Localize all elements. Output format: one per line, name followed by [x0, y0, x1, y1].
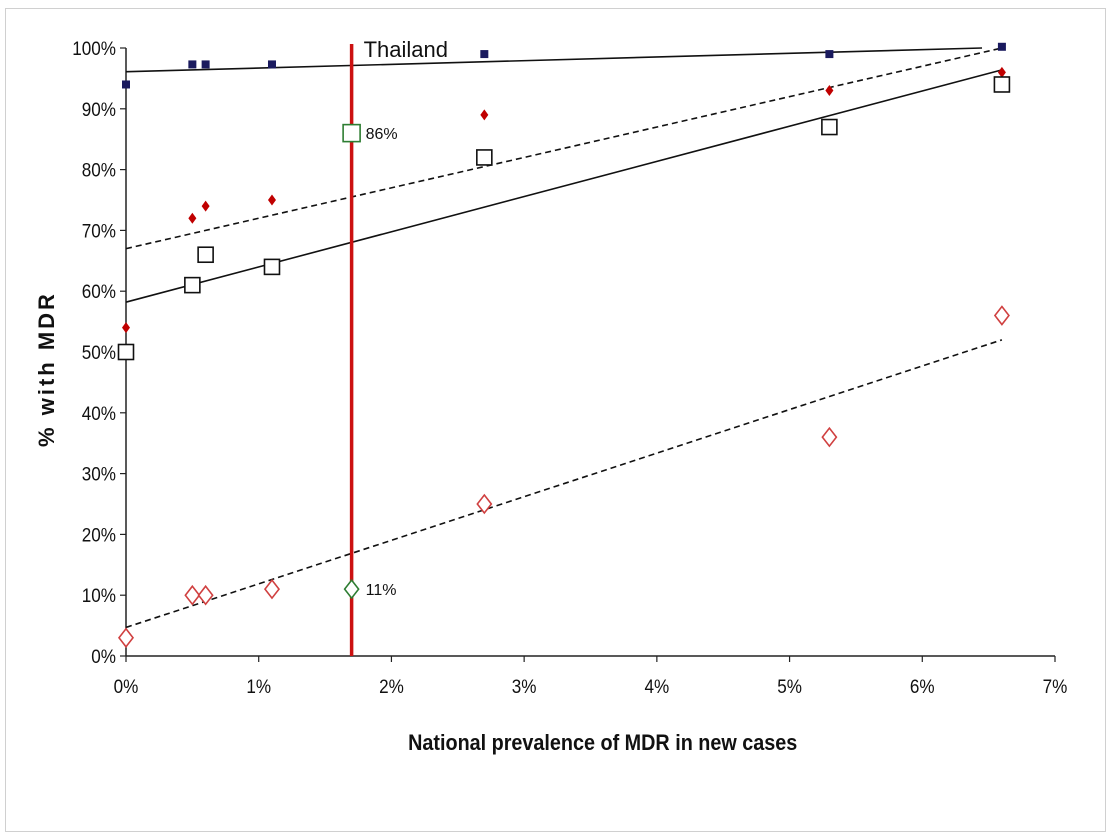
chart-frame: 0% 10% 20% 30% 40% 50% 60% 70% 80% 90% 100% 0% 1% 2% 3… [5, 8, 1106, 832]
data-point [825, 85, 834, 97]
data-point [197, 584, 214, 606]
scatter-chart: 0% 10% 20% 30% 40% 50% 60% 70% 80% 90% 100% 0% 1% 2% 3… [34, 37, 1067, 755]
data-point [342, 123, 361, 143]
data-points [117, 42, 1011, 649]
y-tick-label: 10% [82, 585, 116, 606]
data-point [122, 322, 130, 334]
x-tick-label: 2% [379, 676, 404, 697]
x-tick-label: 0% [114, 676, 139, 697]
data-point [201, 200, 210, 212]
data-point [117, 627, 135, 649]
data-point [122, 80, 130, 89]
trendline [125, 69, 1003, 303]
data-point [201, 60, 210, 69]
data-point [476, 149, 493, 166]
data-point [184, 584, 201, 606]
data-point [997, 42, 1006, 51]
trendline [125, 47, 1003, 250]
annotations: 86% 11% [342, 123, 398, 600]
y-axis-title: % with MDR [34, 291, 59, 447]
highlight-label: 11% [366, 582, 397, 599]
y-tick-label: 90% [82, 99, 116, 120]
data-point [184, 276, 201, 294]
data-point [188, 212, 197, 224]
y-tick-label: 100% [72, 38, 116, 59]
data-point [117, 343, 135, 361]
data-point [480, 109, 489, 121]
data-point [267, 194, 276, 206]
x-tick-label: 6% [910, 676, 935, 697]
reference-line-label: Thailand [364, 37, 448, 62]
x-tick-label: 5% [777, 676, 802, 697]
data-point [825, 50, 834, 59]
y-tick-label: 60% [82, 281, 116, 302]
data-point [993, 305, 1010, 326]
highlight-label: 86% [366, 126, 398, 143]
y-tick-label: 30% [82, 464, 116, 485]
data-point [197, 246, 214, 264]
y-tick-label: 0% [91, 646, 116, 667]
x-tick-label: 1% [246, 676, 271, 697]
y-tick-label: 70% [82, 221, 116, 242]
data-point [263, 258, 281, 276]
data-point [993, 76, 1011, 93]
axes: 0% 10% 20% 30% 40% 50% 60% 70% 80% 90% 100% 0% 1% 2% 3… [72, 38, 1067, 697]
y-tick-label: 40% [82, 403, 116, 424]
y-tick-label: 20% [82, 525, 116, 546]
x-axis-title: National prevalence of MDR in new cases [408, 731, 797, 755]
data-point [343, 578, 360, 600]
x-tick-label: 4% [645, 676, 670, 697]
y-tick-label: 80% [82, 160, 116, 181]
y-tick-label: 50% [82, 342, 116, 363]
data-point [997, 66, 1006, 78]
data-point [476, 493, 493, 515]
data-point [480, 50, 489, 59]
reference-line-group: Thailand [349, 37, 448, 656]
data-point [188, 60, 197, 69]
data-point [263, 578, 280, 600]
data-point [821, 426, 838, 448]
x-tick-label: 7% [1043, 676, 1068, 697]
data-point [821, 118, 838, 136]
trendline [125, 339, 1003, 629]
trendline [125, 47, 983, 73]
trendlines [125, 47, 1003, 629]
x-tick-label: 3% [512, 676, 537, 697]
data-point [267, 60, 276, 69]
